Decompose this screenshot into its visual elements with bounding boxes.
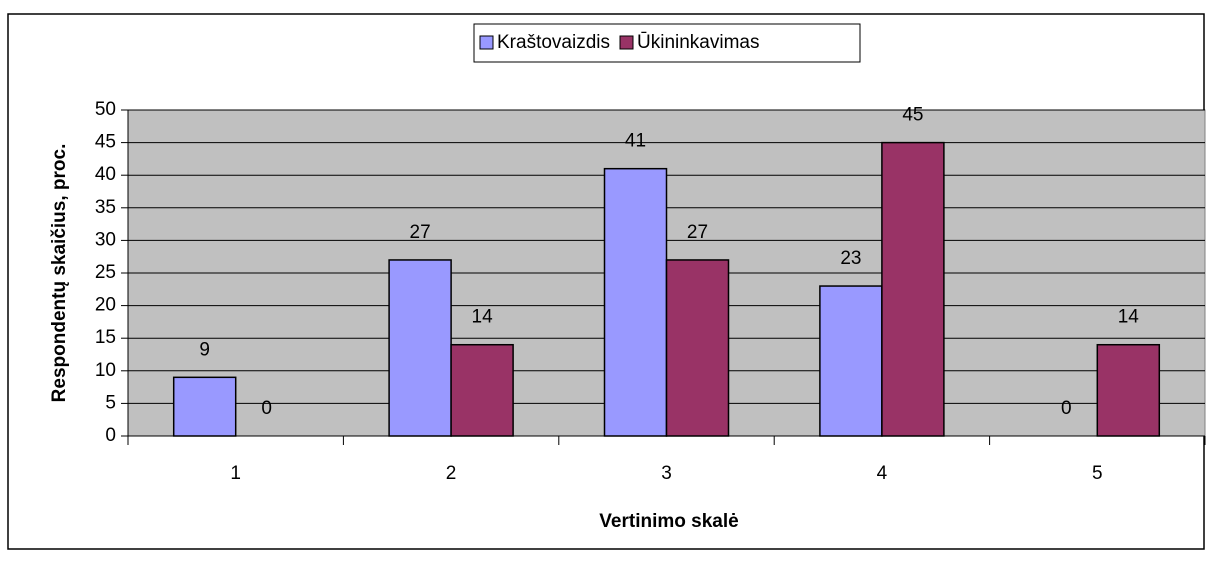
y-tick-label: 45	[95, 132, 116, 153]
bar	[819, 285, 883, 437]
data-label: 0	[1061, 398, 1072, 419]
legend-swatch	[479, 35, 494, 50]
bar	[1096, 343, 1161, 437]
data-label: 27	[687, 222, 708, 243]
data-label: 14	[1118, 307, 1140, 328]
bar	[388, 259, 452, 437]
y-tick-label: 20	[95, 295, 116, 316]
legend	[473, 23, 861, 63]
y-tick-label: 40	[95, 164, 116, 185]
y-tick-label: 10	[95, 360, 116, 381]
bar	[665, 259, 730, 437]
legend-label: Kraštovaizdis	[497, 32, 610, 53]
x-tick-label: 1	[230, 463, 241, 484]
y-tick-label: 50	[95, 99, 116, 120]
data-label: 14	[472, 307, 494, 328]
y-tick-label: 5	[105, 392, 116, 413]
legend-label: Ūkininkavimas	[637, 32, 759, 53]
bar	[881, 141, 945, 437]
y-tick-label: 35	[95, 197, 116, 218]
x-axis-title: Vertinimo skalė	[599, 511, 738, 532]
y-tick-label: 30	[95, 229, 116, 250]
y-tick-label: 25	[95, 262, 116, 283]
bar	[603, 167, 668, 437]
data-label: 45	[902, 105, 923, 126]
x-tick-label: 2	[446, 463, 457, 484]
bar	[172, 376, 237, 437]
data-label: 23	[840, 248, 861, 269]
data-label: 27	[410, 222, 431, 243]
legend-swatch	[619, 35, 634, 50]
y-tick-label: 0	[105, 425, 116, 446]
x-tick-label: 4	[877, 463, 888, 484]
data-label: 41	[625, 131, 646, 152]
y-axis-title: Respondentų skaičius, proc.	[49, 144, 70, 403]
x-tick-label: 5	[1092, 463, 1103, 484]
bar	[450, 343, 514, 437]
data-label: 9	[199, 339, 210, 360]
y-tick-label: 15	[95, 327, 116, 348]
x-tick-label: 3	[661, 463, 672, 484]
data-label: 0	[261, 398, 272, 419]
